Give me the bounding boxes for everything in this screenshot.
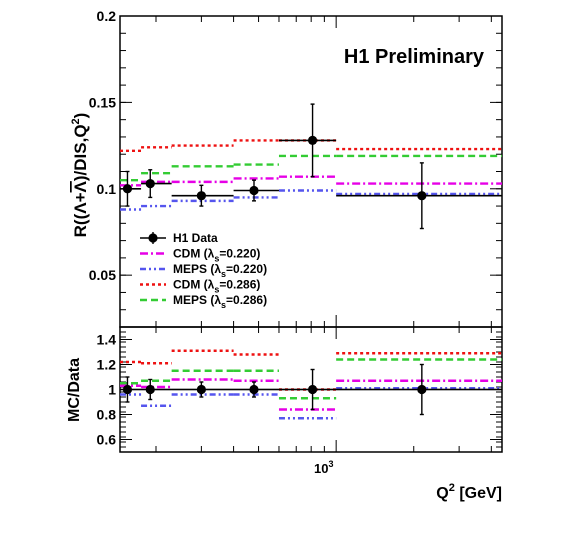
- bottom-data-point: [307, 384, 318, 395]
- legend-entry-label: H1 Data: [173, 231, 218, 245]
- bottom-y-axis-label: MC/Data: [66, 358, 83, 422]
- x-tick-label: 103: [314, 459, 333, 476]
- x-ticks: [155, 16, 492, 452]
- bottom-data-point: [196, 384, 206, 395]
- legend-entry-label: CDM (λs=0.220): [173, 247, 260, 264]
- top-y-tick-label: 0.15: [89, 94, 116, 110]
- bottom-data-point: [249, 384, 259, 395]
- annotation-h1-preliminary: H1 Preliminary: [344, 46, 485, 68]
- legend-data-marker: [148, 233, 158, 243]
- bottom-y-ticks: 0.6 0.8 1 1.2 1.4: [97, 326, 502, 453]
- top-mc-series: [120, 139, 502, 211]
- top-data-point: [307, 135, 318, 145]
- top-y-ticks: 0.05 0.1 0.15 0.2: [89, 8, 502, 328]
- bottom-y-tick-label: 1.2: [97, 357, 117, 373]
- top-y-tick-label: 0.2: [97, 8, 117, 24]
- top-h1-data: [120, 103, 502, 230]
- bottom-mc-series: [120, 349, 502, 420]
- bottom-y-tick-label: 0.6: [97, 432, 117, 448]
- top-y-tick-label: 0.05: [89, 267, 116, 283]
- top-data-point: [249, 185, 259, 196]
- legend-entry-label: MEPS (λs=0.220): [173, 262, 267, 279]
- bottom-h1-data: [120, 363, 502, 416]
- top-data-point: [145, 178, 155, 189]
- top-data-point: [196, 191, 206, 201]
- bottom-data-point: [145, 384, 155, 395]
- top-y-axis-label: R((Λ+Λ)/DIS,Q2): [70, 113, 90, 238]
- top-data-point: [122, 184, 133, 194]
- top-y-tick-label: 0.1: [97, 181, 117, 197]
- bottom-y-tick-label: 1: [108, 382, 116, 398]
- bottom-y-tick-label: 1.4: [97, 332, 117, 348]
- bottom-data-point: [417, 384, 427, 395]
- bottom-y-tick-label: 0.8: [97, 407, 117, 423]
- bottom-data-point: [122, 384, 133, 395]
- legend-entry-label: MEPS (λs=0.286): [173, 293, 267, 310]
- top-data-point: [417, 191, 427, 201]
- legend-entry-label: CDM (λs=0.286): [173, 278, 260, 295]
- legend: H1 Data CDM (λs=0.220)MEPS (λs=0.220)CDM …: [140, 231, 267, 310]
- x-axis-label: Q2 [GeV]: [436, 482, 502, 502]
